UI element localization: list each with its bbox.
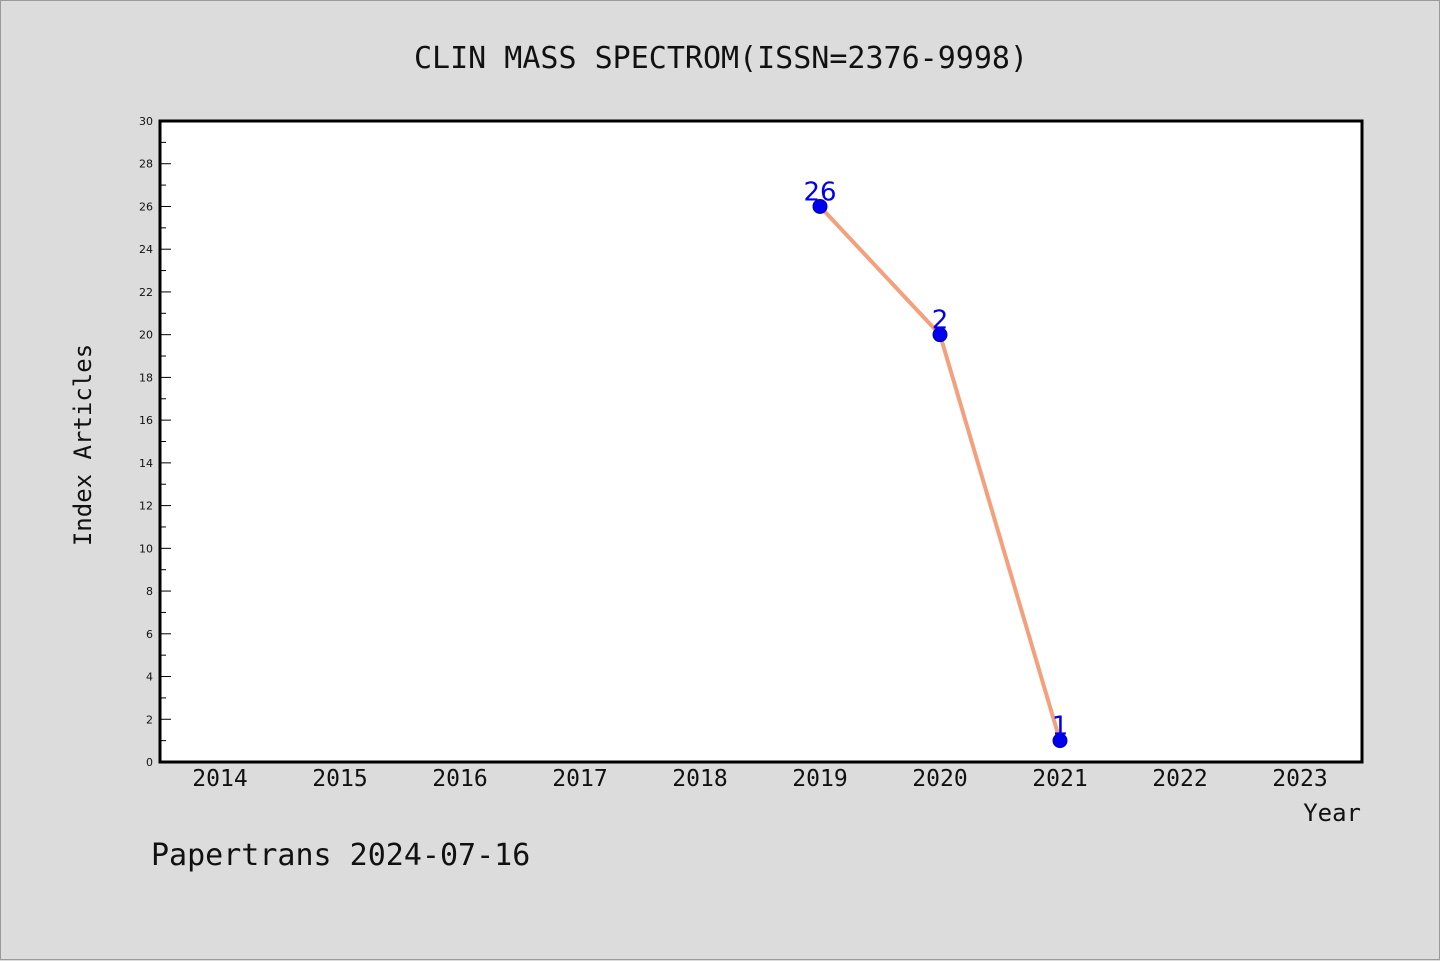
x-tick-label: 2020 [912,766,967,792]
y-tick-label: 2 [146,713,153,726]
x-axis: 2014 2015 2016 2017 2018 2019 2020 2021 2022 2023 [192,766,1327,792]
y-tick-label: 12 [139,500,153,513]
x-tick-label: 2022 [1152,766,1207,792]
y-tick-label: 6 [146,628,153,641]
y-tick-label: 22 [139,286,153,299]
plot-area [158,119,1364,764]
footer-text: Papertrans 2024-07-16 [151,838,530,873]
y-tick-label: 20 [139,329,153,342]
series-layer: 26 2 1 [803,177,1069,749]
y-tick-label: 0 [146,756,153,769]
y-tick-label: 30 [139,115,153,128]
y-axis-label: Index Articles [69,344,97,546]
data-point [932,327,948,343]
x-tick-label: 2015 [312,766,367,792]
data-point [1052,733,1068,749]
y-tick-label: 26 [139,200,153,213]
y-tick-label: 16 [139,414,153,427]
x-tick-label: 2014 [192,766,247,792]
data-label: 2 [932,306,949,336]
data-point [812,198,828,214]
y-tick-label: 28 [139,158,153,171]
x-tick-label: 2016 [432,766,487,792]
data-label: 1 [1052,712,1069,742]
y-tick-label: 18 [139,371,153,384]
x-tick-label: 2021 [1032,766,1087,792]
chart-title: CLIN MASS SPECTROM(ISSN=2376-9998) [414,41,1028,76]
y-tick-label: 24 [139,243,153,256]
y-tick-label: 4 [146,671,153,684]
x-tick-label: 2017 [552,766,607,792]
x-tick-label: 2019 [792,766,847,792]
y-tick-label: 10 [139,542,153,555]
x-axis-label: Year [1303,799,1361,827]
x-tick-label: 2023 [1272,766,1327,792]
x-tick-label: 2018 [672,766,727,792]
y-tick-label: 14 [139,457,153,470]
data-label: 26 [803,177,836,207]
y-tick-label: 8 [146,585,153,598]
